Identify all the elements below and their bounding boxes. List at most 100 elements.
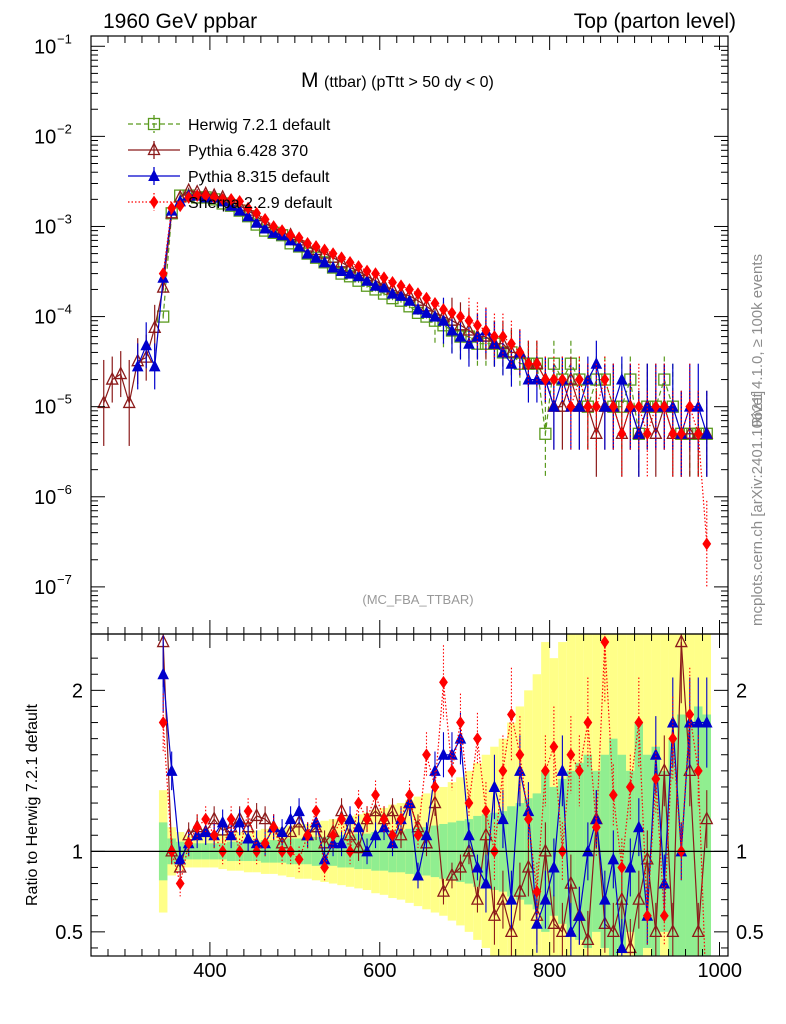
ratio-data-point	[642, 909, 652, 923]
data-point	[539, 427, 552, 440]
ratio-data-point	[685, 708, 695, 721]
data-point	[311, 240, 321, 253]
data-point	[507, 337, 516, 351]
data-point	[540, 373, 550, 386]
legend-item-herwig: Herwig 7.2.1 default	[128, 115, 331, 134]
ratio-data-point	[507, 708, 516, 721]
ratio-plot-frame	[90, 633, 729, 957]
axis-tick-labels: 10 −110 −210 −310 −410 −510 −610 −72 21 10.5 0.540…	[34, 31, 764, 982]
ratio-data-point	[583, 716, 593, 729]
data-point	[634, 400, 644, 414]
ratio-axis-label: Ratio to Herwig 7.2.1 default	[24, 704, 41, 906]
y-tick-exponent: −1	[57, 31, 72, 46]
ratio-data-point	[668, 732, 678, 746]
y-tick-label: 10	[34, 397, 56, 419]
ratio-data-point	[487, 907, 501, 921]
data-point	[405, 283, 414, 296]
ratio-data-point	[623, 939, 637, 954]
ratio-data-point	[175, 877, 185, 890]
ratio-data-point	[581, 931, 595, 946]
ratio-data-point	[497, 812, 509, 825]
y-tick-label: 10	[34, 126, 56, 148]
legend-label: Pythia 8.315 default	[188, 169, 330, 186]
ratio-data-point	[445, 867, 459, 881]
ratio-data-point	[473, 732, 482, 746]
data-point	[515, 346, 525, 359]
ratio-data-point	[303, 828, 312, 842]
ratio-data-point	[591, 820, 601, 834]
ratio-data-point	[437, 748, 450, 760]
ratio-data-point	[368, 803, 383, 817]
data-point	[659, 400, 669, 414]
ratio-data-point	[362, 812, 372, 826]
data-point	[156, 279, 170, 293]
data-point	[259, 221, 271, 234]
data-point	[573, 400, 586, 412]
ratio-data-point	[428, 795, 442, 809]
data-point	[369, 279, 382, 291]
ratio-data-point	[335, 836, 348, 849]
data-point	[242, 209, 254, 222]
y-tick-label: 10	[34, 577, 56, 599]
ratio-data-point	[471, 860, 484, 873]
side-label-rivet: Rivet 4.1.0, ≥ 100k events	[749, 254, 766, 427]
plot-title-main: M	[301, 69, 319, 92]
data-point	[599, 400, 611, 412]
ratio-data-point	[666, 923, 680, 937]
data-point	[388, 275, 397, 289]
data-point	[122, 394, 136, 409]
ratio-data-point	[657, 762, 671, 776]
ratio-data-point	[174, 852, 186, 865]
ratio-data-point	[225, 828, 237, 841]
data-point	[446, 323, 458, 336]
ratio-y-tick-label-right: 2	[736, 680, 747, 702]
ratio-data-point	[310, 815, 322, 828]
ratio-data-point	[539, 893, 552, 905]
data-point	[403, 294, 416, 306]
ratio-data-point	[157, 667, 170, 680]
x-tick-label: 600	[363, 960, 396, 982]
ratio-data-point	[260, 836, 270, 850]
data-point	[310, 251, 322, 263]
ratio-data-point	[412, 868, 424, 881]
ratio-data-point	[422, 748, 431, 762]
data-point	[252, 206, 262, 220]
ratio-data-point	[379, 812, 389, 826]
ratio-data-point	[192, 820, 202, 834]
data-point	[114, 366, 128, 380]
legend-item-pythia8: Pythia 8.315 default	[128, 167, 330, 186]
ratio-data-point	[625, 780, 635, 794]
legend-label: Herwig 7.2.1 default	[188, 117, 331, 134]
data-point	[651, 400, 661, 414]
ratio-data-point	[634, 716, 644, 729]
ratio-data-point	[540, 764, 550, 778]
ratio-data-point	[565, 925, 577, 937]
main-plot-series	[97, 182, 714, 587]
ratio-data-point	[548, 860, 560, 873]
ratio-data-point	[538, 843, 552, 857]
ratio-data-point	[481, 804, 491, 818]
ratio-data-point	[292, 814, 306, 828]
data-point	[345, 255, 355, 269]
ratio-band-inner	[668, 738, 678, 956]
data-point	[301, 246, 314, 259]
ratio-data-point	[396, 812, 406, 826]
data-point	[422, 291, 431, 305]
data-point	[702, 537, 712, 551]
legend: Herwig 7.2.1 default Pythia 6.428 370 Pyth…	[128, 115, 333, 212]
ratio-data-point	[369, 828, 382, 841]
plot-title-sub: (ttbar) (pTtt > 50 dy < 0)	[324, 74, 494, 91]
ratio-data-point	[354, 796, 363, 810]
ratio-data-point	[617, 861, 627, 874]
data-point	[97, 394, 111, 409]
ratio-data-point	[659, 909, 669, 923]
ratio-data-point	[574, 764, 584, 778]
ratio-data-point	[531, 917, 543, 929]
main-plot-frame	[90, 35, 729, 635]
data-point	[148, 319, 162, 333]
ratio-data-point	[243, 804, 253, 818]
data-point	[668, 427, 678, 441]
ratio-data-point	[566, 748, 576, 762]
ratio-data-point	[600, 635, 610, 649]
